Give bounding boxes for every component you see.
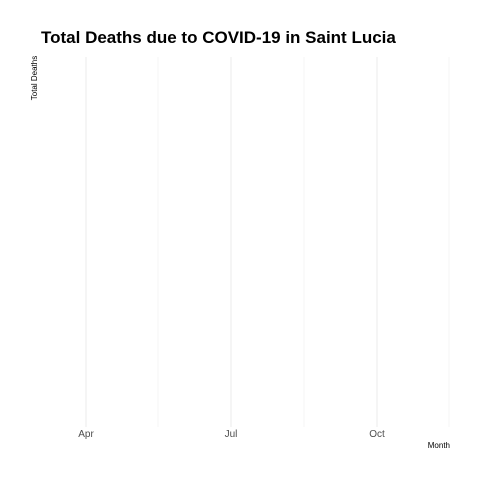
x-axis-label: Month <box>428 441 450 450</box>
chart-title: Total Deaths due to COVID-19 in Saint Lu… <box>41 28 396 47</box>
x-tick-label: Apr <box>78 429 94 440</box>
x-axis-ticks: Apr Jul Oct <box>78 429 385 440</box>
grid-lines <box>85 57 450 427</box>
y-axis-label: Total Deaths <box>30 56 39 100</box>
x-tick-label: Jul <box>225 429 238 440</box>
x-tick-label: Oct <box>369 429 385 440</box>
